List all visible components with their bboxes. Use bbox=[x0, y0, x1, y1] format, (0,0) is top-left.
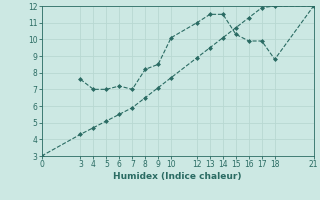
X-axis label: Humidex (Indice chaleur): Humidex (Indice chaleur) bbox=[113, 172, 242, 181]
